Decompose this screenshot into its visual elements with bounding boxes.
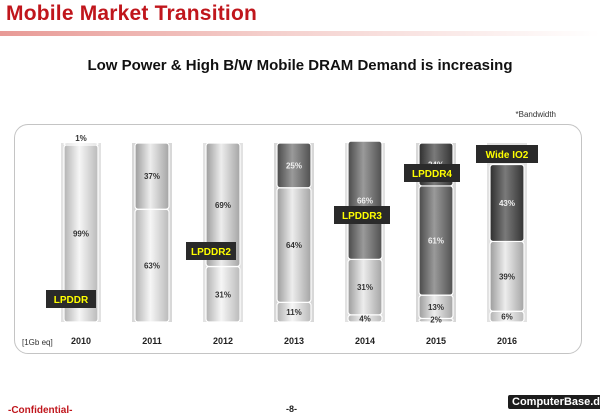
segment-label: 37%: [144, 172, 160, 181]
generation-label: LPDDR4: [412, 169, 452, 180]
segment-label: 13%: [428, 303, 444, 312]
bandwidth-note: *Bandwidth: [515, 110, 556, 119]
page-title: Mobile Market Transition: [6, 2, 258, 25]
bar-segment: [63, 142, 99, 146]
title-divider: [0, 31, 600, 36]
segment-label: 63%: [144, 262, 160, 271]
generation-badge: [46, 290, 96, 308]
generation-label: Wide IO2: [486, 150, 529, 161]
slide-subtitle: Low Power & High B/W Mobile DRAM Demand …: [87, 57, 513, 74]
generation-badge: [404, 164, 460, 182]
generation-label: LPDDR2: [191, 247, 231, 258]
generation-badge: [186, 242, 236, 260]
segment-label: 61%: [428, 237, 444, 246]
x-tick-label: 2010: [71, 336, 91, 346]
generation-label: LPDDR: [54, 295, 89, 306]
generation-badge: [334, 206, 390, 224]
bar-segment: [205, 142, 241, 268]
x-tick-label: 2016: [497, 336, 517, 346]
segment-label: 43%: [499, 199, 515, 208]
bar-segment: [276, 142, 312, 189]
segment-label: 31%: [357, 283, 373, 292]
segment-label: 4%: [359, 314, 371, 323]
segment-label: 31%: [215, 290, 231, 299]
confidential-label: -Confidential-: [8, 405, 73, 416]
generation-badge: [476, 145, 538, 163]
computerbase-logo: ComputerBase.de: [508, 395, 600, 409]
segment-label: 99%: [73, 229, 89, 238]
page-number: -8-: [286, 404, 297, 414]
segment-label: 66%: [357, 196, 373, 205]
bar-segment: [134, 142, 170, 210]
x-tick-label: 2011: [142, 336, 162, 346]
segment-label: 1%: [75, 134, 87, 143]
segment-label: 2%: [430, 315, 442, 324]
x-tick-label: 2012: [213, 336, 233, 346]
x-tick-label: 2015: [426, 336, 446, 346]
segment-label: 64%: [286, 241, 302, 250]
bar-segment: [347, 140, 383, 260]
segment-label: 39%: [499, 272, 515, 281]
segment-label: 69%: [215, 201, 231, 210]
bar-segment: [489, 163, 525, 243]
unit-label: [1Gb eq]: [22, 338, 53, 347]
x-tick-label: 2014: [355, 336, 375, 346]
segment-label: 11%: [286, 308, 302, 317]
generation-label: LPDDR3: [342, 211, 382, 222]
segment-label: 6%: [501, 313, 513, 322]
segment-label: 25%: [286, 161, 302, 170]
x-tick-label: 2013: [284, 336, 304, 346]
